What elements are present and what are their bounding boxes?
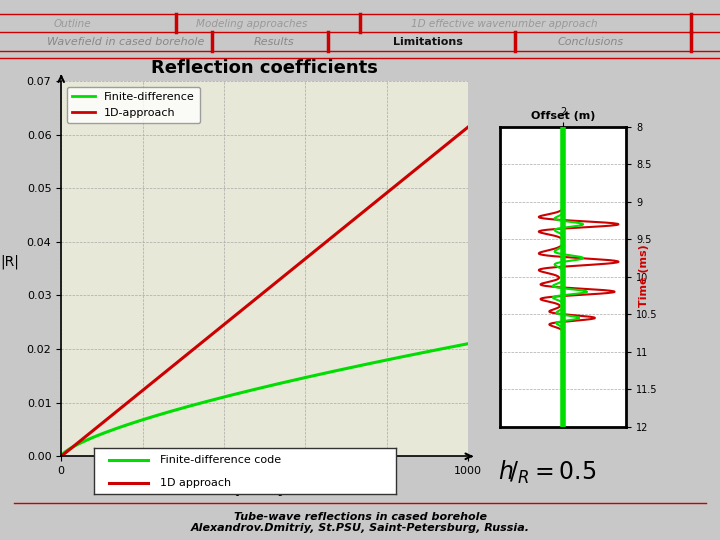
Text: Alexandrov.Dmitriy, St.PSU, Saint-Petersburg, Russia.: Alexandrov.Dmitriy, St.PSU, Saint-Peters… [191, 523, 529, 533]
Text: Time (ms): Time (ms) [639, 244, 649, 307]
Text: $h\!/_{R} = 0.5$: $h\!/_{R} = 0.5$ [498, 459, 596, 486]
1D-approach [57, 453, 66, 460]
1D-approach [464, 124, 472, 130]
1D-approach [382, 191, 390, 197]
Title: Reflection coefficients: Reflection coefficients [151, 59, 378, 77]
Text: Wavefield in cased borehole: Wavefield in cased borehole [48, 37, 204, 47]
Text: Limitations: Limitations [393, 37, 464, 47]
Text: Outline: Outline [53, 19, 91, 29]
Finite-difference [236, 390, 245, 396]
Finite-difference [464, 340, 472, 347]
Y-axis label: |R|: |R| [1, 254, 19, 268]
Legend: Finite-difference, 1D-approach: Finite-difference, 1D-approach [67, 86, 199, 123]
X-axis label: Frequency (Hz): Frequency (Hz) [205, 482, 324, 496]
Finite-difference [221, 393, 230, 400]
Text: Offset (m): Offset (m) [531, 111, 595, 121]
Text: Tube-wave reflections in cased borehole: Tube-wave reflections in cased borehole [233, 512, 487, 522]
1D-approach [221, 320, 230, 326]
Text: Modeling approaches: Modeling approaches [197, 19, 307, 29]
Text: 1D approach: 1D approach [160, 478, 231, 488]
Finite-difference [336, 367, 345, 373]
Line: 1D-approach: 1D-approach [61, 127, 468, 456]
Finite-difference [382, 357, 390, 363]
Text: Results: Results [253, 37, 294, 47]
Text: 1D effective wavenumber approach: 1D effective wavenumber approach [410, 19, 598, 29]
Finite-difference [374, 359, 383, 365]
Line: Finite-difference: Finite-difference [61, 343, 468, 456]
1D-approach [336, 227, 345, 233]
1D-approach [374, 197, 383, 203]
Text: Finite-difference code: Finite-difference code [160, 455, 282, 465]
Text: Conclusions: Conclusions [557, 37, 624, 47]
1D-approach [99, 420, 107, 426]
1D-approach [236, 308, 245, 315]
Finite-difference [57, 453, 66, 460]
Finite-difference [99, 430, 107, 437]
